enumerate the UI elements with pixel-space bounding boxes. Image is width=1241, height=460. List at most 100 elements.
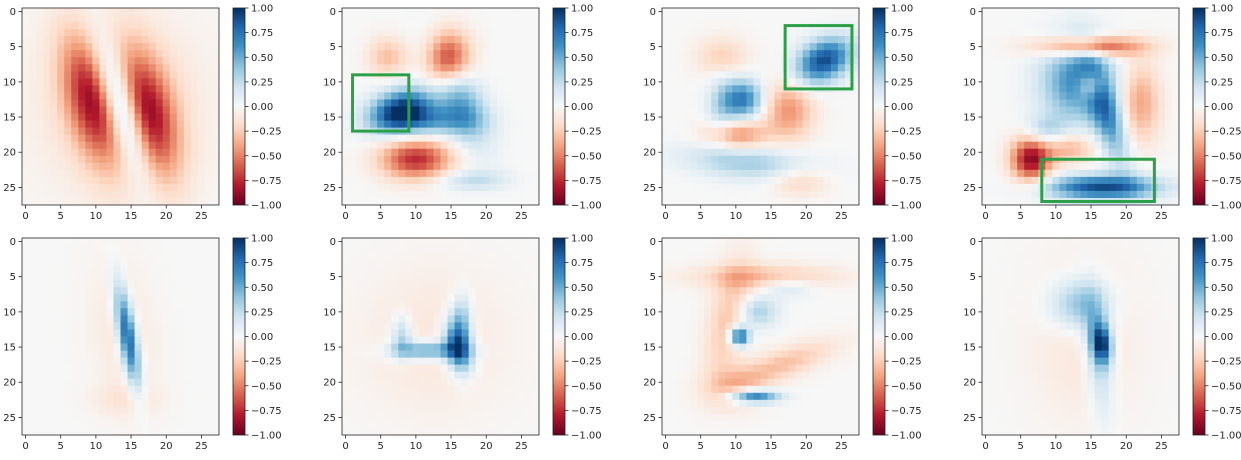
heatmap-cell (767, 15, 775, 23)
heatmap-cell (176, 71, 185, 79)
heatmap-cell (211, 29, 220, 37)
heatmap-cell (683, 183, 691, 192)
heatmap-cell (989, 120, 997, 129)
heatmap-cell (43, 127, 51, 136)
heatmap-cell (426, 329, 434, 337)
heatmap-cell (204, 141, 213, 150)
heatmap-cell (1038, 57, 1046, 65)
heatmap-cell (690, 197, 698, 206)
heatmap-cell (43, 36, 51, 44)
heatmap-cell (496, 294, 505, 302)
heatmap-cell (99, 385, 107, 394)
heatmap-cell (732, 99, 740, 107)
heatmap-cell (29, 301, 37, 309)
heatmap-cell (468, 343, 477, 351)
heatmap-cell (1122, 29, 1131, 37)
heatmap-cell (78, 99, 86, 107)
heatmap-cell (1066, 50, 1074, 58)
heatmap-cell (370, 162, 378, 171)
heatmap-cell (461, 64, 470, 72)
heatmap-cell (475, 162, 484, 171)
heatmap-cell (342, 134, 350, 143)
heatmap-cell (426, 364, 434, 373)
heatmap-cell (71, 29, 79, 37)
heatmap-cell (503, 15, 512, 23)
heatmap-cell (489, 141, 498, 150)
heatmap-cell (419, 259, 427, 267)
heatmap-cell (190, 266, 199, 274)
heatmap-cell (204, 280, 213, 288)
heatmap-cell (1010, 8, 1018, 16)
heatmap-cell (1017, 43, 1025, 51)
heatmap-cell (781, 162, 790, 171)
heatmap-cell (1066, 57, 1074, 65)
heatmap-cell (468, 322, 477, 330)
heatmap-cell (405, 294, 413, 302)
heatmap-cell (753, 176, 761, 185)
heatmap-cell (1150, 50, 1159, 58)
heatmap-cell (503, 64, 512, 72)
heatmap-cell (676, 141, 684, 150)
heatmap-cell (837, 15, 846, 23)
heatmap-cell (127, 406, 135, 415)
heatmap-cell (1003, 183, 1011, 192)
heatmap-cell (398, 155, 406, 164)
heatmap-cell (683, 71, 691, 79)
heatmap-cell (370, 308, 378, 316)
heatmap-cell (760, 15, 768, 23)
heatmap-cell (377, 259, 385, 267)
y-tick-label: 10 (963, 77, 976, 88)
heatmap-cell (398, 385, 406, 394)
heatmap-cell (148, 392, 157, 401)
heatmap-cell (676, 176, 684, 185)
heatmap-cell (468, 287, 477, 295)
heatmap-cell (176, 350, 185, 359)
colorbar-tick-label: 1.00 (891, 4, 913, 15)
heatmap-cell (190, 57, 199, 65)
heatmap-cell (1087, 113, 1095, 121)
heatmap-cell (468, 266, 477, 274)
heatmap-cell (134, 294, 143, 302)
colorbar-tick-label: 0.50 (571, 53, 593, 64)
heatmap-cell (1024, 92, 1032, 100)
heatmap-cell (22, 176, 30, 185)
heatmap-cell (1017, 22, 1025, 30)
heatmap-cell (683, 29, 691, 37)
heatmap-cell (127, 190, 135, 199)
heatmap-cell (510, 148, 519, 157)
heatmap-cell (823, 155, 832, 164)
heatmap-cell (190, 371, 199, 380)
heatmap-cell (433, 378, 441, 387)
heatmap-cell (1073, 183, 1081, 192)
heatmap-cell (405, 252, 413, 260)
heatmap-cell (349, 273, 357, 281)
heatmap-cell (753, 78, 761, 86)
heatmap-cell (148, 50, 157, 58)
heatmap-cell (440, 315, 448, 323)
heatmap-cell (419, 162, 427, 171)
heatmap-cell (1094, 85, 1103, 93)
heatmap-cell (377, 399, 385, 408)
heatmap-cell (349, 287, 357, 295)
heatmap-cell (342, 99, 350, 107)
heatmap-cell (1024, 155, 1032, 164)
heatmap-cell (148, 183, 157, 192)
heatmap-cell (127, 183, 135, 192)
heatmap-cell (356, 406, 364, 415)
heatmap-cell (447, 336, 455, 344)
heatmap-cell (22, 315, 30, 323)
heatmap-cell (830, 148, 839, 157)
heatmap-cell (176, 315, 185, 323)
heatmap-cell (704, 169, 712, 178)
heatmap-cell (197, 259, 206, 267)
heatmap-cell (809, 127, 818, 136)
heatmap-cell (141, 301, 150, 309)
heatmap-cell (342, 385, 350, 394)
heatmap-cell (141, 343, 150, 351)
heatmap-cell (398, 162, 406, 171)
heatmap-cell (489, 336, 498, 344)
heatmap-cell (1150, 106, 1159, 114)
heatmap-cell (496, 413, 505, 422)
heatmap-cell (190, 280, 199, 288)
heatmap-cell (120, 92, 128, 100)
